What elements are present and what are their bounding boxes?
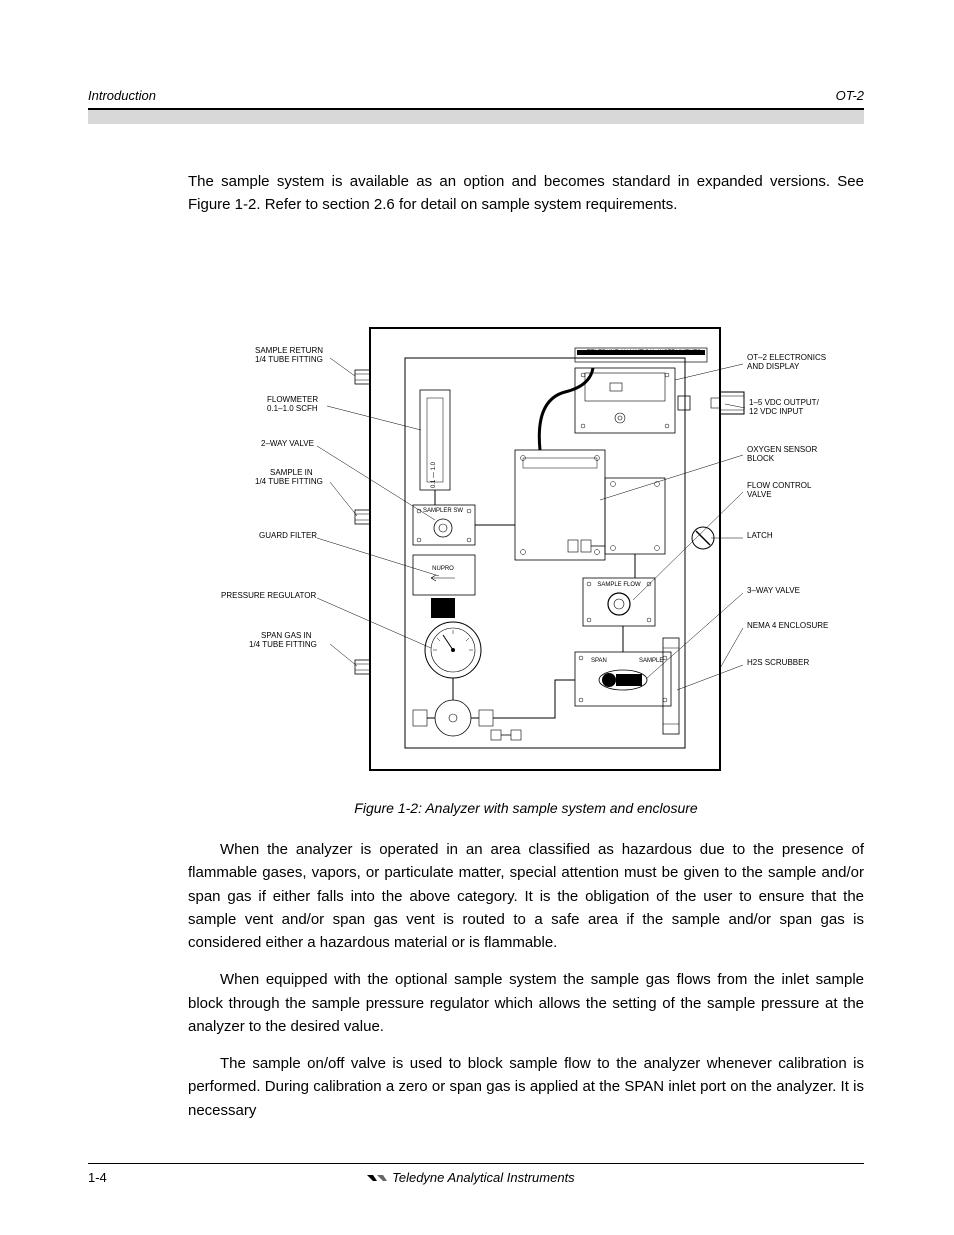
label-3way: 3–WAY VALVE [747, 586, 800, 595]
label-sample-return-2: 1/4 TUBE FITTING [255, 355, 323, 364]
body-para-2: When equipped with the optional sample s… [188, 968, 864, 1038]
diagram-labels-right: OT–2 ELECTRONICS AND DISPLAY 1–5 VDC OUT… [747, 353, 828, 667]
label-span-gas-2: 1/4 TUBE FITTING [249, 640, 317, 649]
sample-label: SAMPLE [639, 658, 663, 664]
label-ot2-1: OT–2 ELECTRONICS [747, 353, 826, 362]
label-oxy-1: OXYGEN SENSOR [747, 445, 817, 454]
label-ot2-2: AND DISPLAY [747, 362, 800, 371]
page-footer: 1-4 Teledyne Analytical Instruments [88, 1163, 864, 1185]
label-samplein-2: 1/4 TUBE FITTING [255, 477, 323, 486]
label-guard-filter: GUARD FILTER [259, 531, 317, 540]
header-left: Introduction [88, 88, 156, 103]
body-para-3: The sample on/off valve is used to block… [188, 1052, 864, 1122]
label-h2s: H2S SCRUBBER [747, 658, 809, 667]
sample-flow-label: SAMPLE FLOW [597, 582, 641, 588]
svg-text:0.1 — 1.0: 0.1 — 1.0 [431, 461, 437, 488]
footer-brand-text: Teledyne Analytical Instruments [392, 1170, 575, 1185]
label-sample-return-1: SAMPLE RETURN [255, 346, 323, 355]
label-pressure-reg: PRESSURE REGULATOR [221, 591, 317, 600]
teledyne-logo-icon [366, 1172, 388, 1184]
intro-para: The sample system is available as an opt… [188, 170, 864, 217]
body-block: When the analyzer is operated in an area… [188, 838, 864, 1136]
label-nema4: NEMA 4 ENCLOSURE [747, 621, 828, 630]
body-para-1: When the analyzer is operated in an area… [188, 838, 864, 954]
diagram: TELEDYNE ANALYTICAL INSTRUMENTS 0.1 — 1.… [195, 320, 855, 790]
header-divider [88, 108, 864, 124]
header-right: OT-2 [836, 88, 864, 103]
brand-label: TELEDYNE ANALYTICAL INSTRUMENTS [587, 350, 701, 356]
diagram-labels-left: SAMPLE RETURN 1/4 TUBE FITTING FLOWMETER… [221, 346, 323, 649]
label-latch: LATCH [747, 531, 773, 540]
footer-page-number: 1-4 [88, 1170, 107, 1185]
nupro-label: NUPRO [432, 566, 454, 572]
label-span-gas-1: SPAN GAS IN [261, 631, 312, 640]
label-flowmeter-2: 0.1–1.0 SCFH [267, 404, 318, 413]
figure-caption: Figure 1-2: Analyzer with sample system … [188, 800, 864, 816]
label-samplein-1: SAMPLE IN [270, 468, 313, 477]
label-2way: 2–WAY VALVE [261, 439, 314, 448]
intro-block: The sample system is available as an opt… [188, 170, 864, 229]
label-flowmeter-1: FLOWMETER [267, 395, 318, 404]
label-vdc-2: 12 VDC INPUT [749, 407, 803, 416]
span-label: SPAN [591, 658, 607, 664]
sampler-sw-label: SAMPLER SW [423, 508, 463, 514]
label-oxy-2: BLOCK [747, 454, 775, 463]
label-vdc-1: 1–5 VDC OUTPUT/ [749, 398, 820, 407]
label-fcv-2: VALVE [747, 490, 772, 499]
footer-brand: Teledyne Analytical Instruments [366, 1170, 575, 1185]
label-fcv-1: FLOW CONTROL [747, 481, 812, 490]
